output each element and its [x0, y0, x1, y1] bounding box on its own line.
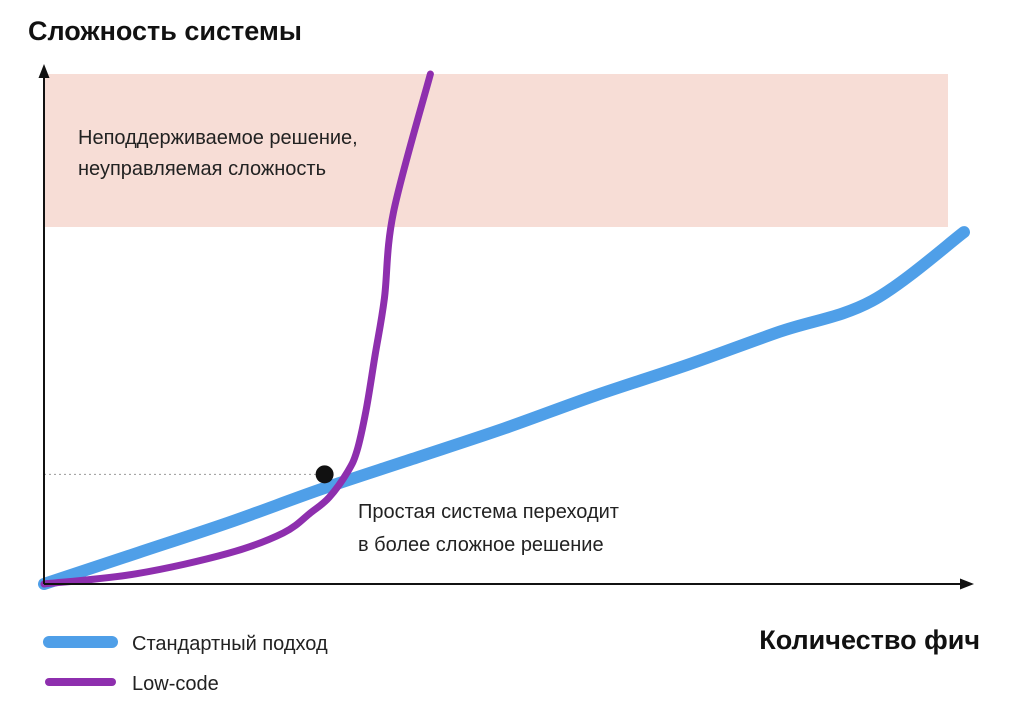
x-axis-label: Количество фич: [759, 625, 980, 655]
legend-label-standard: Стандартный подход: [132, 633, 328, 655]
crossover-point: [315, 465, 334, 484]
crossover-label-line-1: Простая система переходит: [358, 501, 619, 523]
legend-label-lowcode: Low-code: [132, 673, 219, 695]
series-line-lowcode: [40, 70, 434, 588]
legend: Стандартный подход Low-code: [43, 633, 328, 695]
crossover-label-line-2: в более сложное решение: [358, 534, 604, 556]
zone-label-line-1: Неподдерживаемое решение,: [78, 127, 358, 149]
unmaintainable-zone: [44, 74, 948, 227]
zone-label-line-2: неуправляемая сложность: [78, 158, 326, 180]
chart-title: Сложность системы: [28, 16, 302, 46]
x-axis-arrow: [960, 578, 974, 590]
y-axis-arrow: [38, 64, 50, 78]
series-line-standard: [38, 226, 970, 590]
axes: [38, 64, 974, 590]
series-layer: [38, 70, 970, 590]
